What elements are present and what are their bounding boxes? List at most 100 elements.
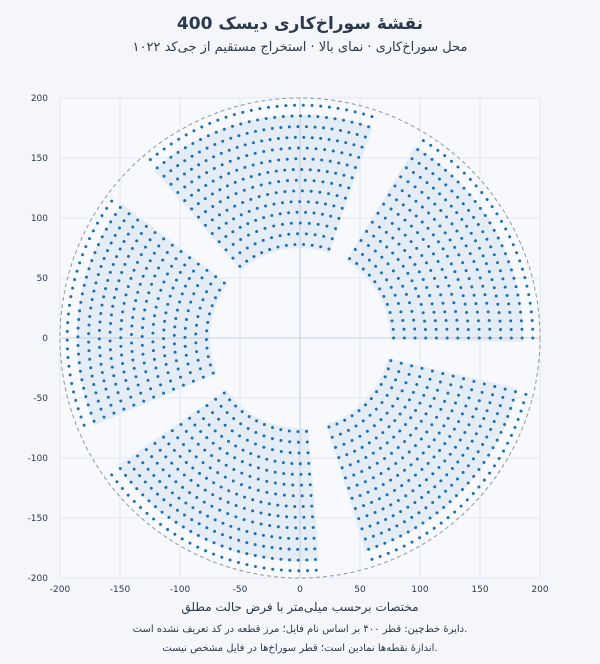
drill-point bbox=[333, 117, 337, 121]
x-axis-label: مختصات برحسب میلی‌متر با فرض حالت مطلق bbox=[181, 600, 419, 614]
drill-point bbox=[167, 474, 171, 478]
drill-point bbox=[136, 383, 140, 387]
drill-point bbox=[164, 311, 168, 315]
drill-point bbox=[225, 184, 229, 188]
drill-point bbox=[196, 442, 200, 446]
drill-point bbox=[444, 183, 448, 187]
drill-point bbox=[459, 385, 463, 389]
drill-point bbox=[129, 395, 133, 399]
drill-point bbox=[114, 287, 118, 291]
drill-point bbox=[397, 370, 401, 374]
drill-point bbox=[414, 409, 418, 413]
drill-point bbox=[368, 466, 372, 470]
drill-point bbox=[152, 251, 156, 255]
drill-point bbox=[367, 547, 371, 551]
drill-point bbox=[439, 479, 443, 483]
drill-point bbox=[223, 475, 227, 479]
drill-point bbox=[227, 489, 231, 493]
drill-point bbox=[67, 364, 71, 368]
drill-point bbox=[78, 369, 82, 373]
drill-point bbox=[404, 381, 408, 385]
drill-point bbox=[96, 243, 100, 247]
drill-point bbox=[417, 161, 421, 165]
drill-point bbox=[389, 359, 393, 363]
drill-point bbox=[455, 318, 459, 322]
drill-point bbox=[217, 240, 221, 244]
drill-point bbox=[302, 242, 306, 246]
drill-point bbox=[387, 425, 391, 429]
drill-point bbox=[229, 524, 233, 528]
drill-point bbox=[308, 472, 312, 476]
drill-point bbox=[222, 281, 226, 285]
drill-point bbox=[387, 528, 391, 532]
axes-layer bbox=[60, 98, 540, 578]
drill-point bbox=[106, 395, 110, 399]
drill-point bbox=[279, 557, 283, 561]
drill-point bbox=[274, 492, 278, 496]
drill-point bbox=[406, 505, 410, 509]
drill-point bbox=[469, 231, 473, 235]
drill-point bbox=[424, 478, 428, 482]
drill-point bbox=[109, 322, 113, 326]
drill-point bbox=[476, 450, 480, 454]
drill-point bbox=[527, 293, 531, 297]
drill-point bbox=[189, 529, 193, 533]
drill-point bbox=[170, 491, 174, 495]
drill-point bbox=[225, 451, 229, 455]
drill-point bbox=[68, 373, 72, 377]
drill-point bbox=[169, 169, 173, 173]
drill-point bbox=[210, 231, 214, 235]
drill-point bbox=[413, 473, 417, 477]
drill-point bbox=[130, 350, 134, 354]
drill-point bbox=[406, 271, 410, 275]
drill-point bbox=[457, 420, 461, 424]
drill-point bbox=[366, 243, 370, 247]
drill-point bbox=[453, 270, 457, 274]
drill-point bbox=[153, 441, 157, 445]
drill-point bbox=[120, 487, 124, 491]
drill-point bbox=[287, 125, 291, 129]
drill-point bbox=[448, 452, 452, 456]
drill-point bbox=[300, 483, 304, 487]
drill-point bbox=[494, 294, 498, 298]
drill-point bbox=[104, 227, 108, 231]
drill-point bbox=[486, 310, 490, 314]
drill-point bbox=[206, 320, 210, 324]
drill-point bbox=[347, 186, 351, 190]
drill-point bbox=[428, 516, 432, 520]
drill-point bbox=[234, 515, 238, 519]
drill-point bbox=[196, 262, 200, 266]
drill-point bbox=[373, 249, 377, 253]
drill-point bbox=[432, 252, 436, 256]
drill-point bbox=[79, 415, 83, 419]
drill-point bbox=[200, 276, 204, 280]
drill-point bbox=[172, 448, 176, 452]
drill-point bbox=[87, 323, 91, 327]
drill-point bbox=[390, 451, 394, 455]
drill-point bbox=[392, 488, 396, 492]
drill-point bbox=[254, 431, 258, 435]
drill-point bbox=[427, 445, 431, 449]
drill-point bbox=[314, 147, 318, 151]
drill-point bbox=[395, 524, 399, 528]
drill-point bbox=[436, 259, 440, 263]
drill-point bbox=[487, 270, 491, 274]
drill-point bbox=[262, 216, 266, 220]
drill-point bbox=[399, 361, 403, 365]
drill-point bbox=[382, 202, 386, 206]
drill-point bbox=[506, 441, 510, 445]
y-tick-label: 50 bbox=[37, 274, 49, 284]
drill-point bbox=[291, 483, 295, 487]
drill-point bbox=[144, 448, 148, 452]
drill-point bbox=[404, 166, 408, 170]
drill-point bbox=[253, 129, 257, 133]
drill-point bbox=[203, 448, 207, 452]
drill-point bbox=[385, 245, 389, 249]
drill-point bbox=[380, 255, 384, 259]
drill-point bbox=[245, 259, 249, 263]
drill-point bbox=[312, 536, 316, 540]
drill-point bbox=[231, 256, 235, 260]
drill-point bbox=[477, 485, 481, 489]
drill-point bbox=[319, 136, 323, 140]
drill-point bbox=[414, 199, 418, 203]
